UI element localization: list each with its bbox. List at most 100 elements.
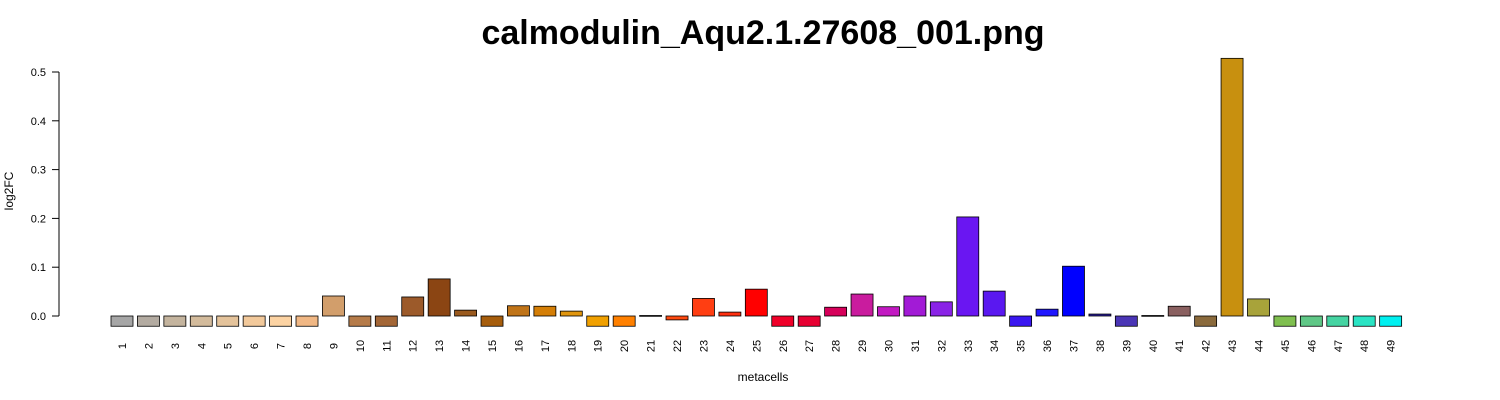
bars-group [110,57,1403,327]
x-tick-label: 21 [646,340,658,352]
bar-25 [744,288,768,317]
bar-38 [1088,313,1112,317]
bar-49 [1379,315,1403,327]
x-tick-label: 43 [1227,340,1239,352]
x-tick-label: 28 [831,340,843,352]
bar-30 [877,306,900,317]
bar-5 [216,315,240,327]
bar-27 [797,315,821,327]
bar-28 [824,306,848,317]
bar-37 [1062,265,1085,317]
bar-40 [1141,315,1165,317]
y-tick-label: 0.3 [31,165,46,177]
x-tick-label: 33 [963,340,975,352]
bar-21 [639,315,662,317]
bar-4 [189,315,213,327]
x-tick-label: 9 [328,343,340,349]
x-tick-label: 15 [487,340,499,352]
x-tick-label: 1 [117,343,129,349]
x-tick-label: 23 [698,340,710,352]
x-tick-label: 8 [302,343,314,349]
x-tick-label: 16 [513,340,525,352]
x-tick-labels: 1 2 3 4 5 6 7 8 9 10 11 12 13 14 15 16 17 18 19 20 21 22 23 24 2… [117,340,1398,352]
x-tick-label: 14 [461,340,473,352]
x-tick-label: 44 [1253,340,1265,352]
bar-3 [163,315,187,327]
x-tick-label: 13 [434,340,446,352]
x-tick-label: 2 [143,343,155,349]
y-tick-label: 0.4 [31,116,46,128]
bar-16 [507,305,530,317]
bar-36 [1035,308,1059,317]
chart-title: calmodulin_Aqu2.1.27608_001.png [481,14,1044,52]
bar-2 [137,315,160,327]
y-tick-label: 0.1 [31,262,46,274]
bar-42 [1194,315,1218,327]
bar-33 [956,216,980,317]
bar-23 [692,298,715,317]
bar-17 [533,305,557,317]
bar-44 [1247,298,1270,317]
bar-13 [427,278,451,317]
x-tick-label: 6 [249,343,261,349]
x-tick-label: 49 [1386,340,1398,352]
x-tick-label: 18 [566,340,578,352]
x-tick-label: 32 [936,340,948,352]
x-tick-label: 36 [1042,340,1054,352]
x-tick-label: 4 [196,343,208,349]
y-tick-label: 0.0 [31,311,46,323]
bar-9 [322,295,345,317]
bar-31 [903,295,927,317]
x-tick-label: 17 [540,340,552,352]
bar-15 [480,315,504,327]
bar-20 [612,315,636,327]
bar-6 [242,315,266,327]
x-tick-label: 35 [1016,340,1028,352]
y-axis: 0.0 0.1 0.2 0.3 0.4 0.5 [31,67,60,323]
bar-11 [374,315,398,327]
y-tick-label: 0.2 [31,213,46,225]
x-tick-label: 11 [381,340,393,351]
bar-46 [1299,315,1323,327]
x-tick-label: 22 [672,340,684,352]
y-axis-label: log2FC [2,171,16,210]
x-tick-label: 40 [1148,340,1160,352]
x-tick-label: 20 [619,340,631,352]
x-tick-label: 29 [857,340,869,352]
bar-32 [929,301,953,317]
bar-39 [1114,315,1138,327]
bar-12 [401,296,425,317]
bar-29 [850,293,874,317]
x-tick-label: 47 [1333,340,1345,352]
bar-8 [295,315,319,327]
x-tick-label: 34 [989,340,1001,352]
x-tick-label: 48 [1359,340,1371,352]
bar-22 [665,315,689,321]
bar-48 [1352,315,1376,327]
y-tick-label: 0.5 [31,67,46,79]
x-tick-label: 31 [910,340,922,352]
bar-47 [1326,315,1350,327]
x-tick-label: 10 [355,340,367,352]
x-tick-label: 26 [778,340,790,352]
x-tick-label: 41 [1174,340,1186,352]
x-tick-label: 30 [883,340,895,352]
x-tick-label: 37 [1068,340,1080,352]
x-tick-label: 46 [1306,340,1318,352]
bar-45 [1273,315,1297,327]
x-axis-label: metacells [738,370,789,384]
x-tick-label: 38 [1095,340,1107,352]
bar-1 [110,315,134,327]
x-tick-label: 25 [751,340,763,352]
x-tick-label: 42 [1201,340,1213,352]
x-tick-label: 3 [170,343,182,349]
bar-10 [348,315,372,327]
bar-26 [771,315,795,327]
x-tick-label: 24 [725,340,737,352]
bar-43 [1220,57,1244,317]
bar-18 [559,310,583,317]
x-tick-label: 7 [276,343,288,349]
bar-7 [269,315,292,327]
